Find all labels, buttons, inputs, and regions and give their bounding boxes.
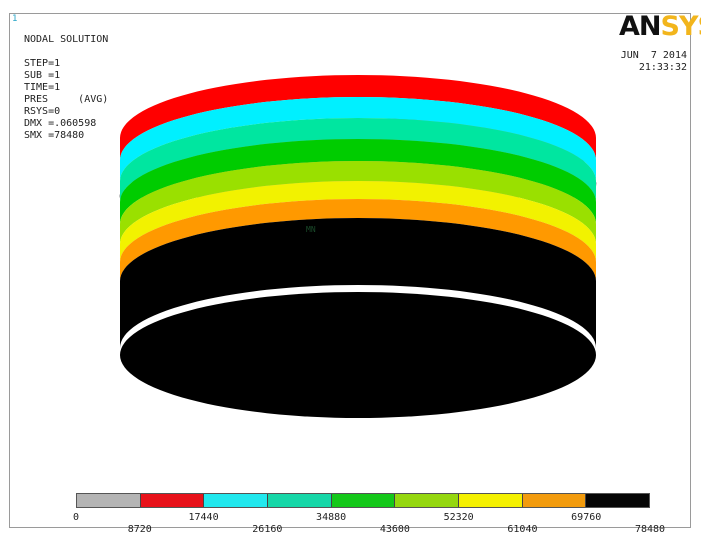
logo-text-tail: SYS <box>660 11 701 42</box>
legend-swatch <box>459 494 523 507</box>
pressure-bands <box>120 75 596 348</box>
ansys-logo: ANSYS <box>619 12 701 42</box>
pressure-band <box>120 97 596 181</box>
logo-text-main: AN <box>619 11 661 42</box>
time-label: 21:33:32 <box>638 62 687 73</box>
legend-value-label: 52320 <box>443 512 474 523</box>
legend-value-label: 78480 <box>634 524 666 535</box>
pressure-band <box>120 181 596 262</box>
time-value: TIME=1 <box>24 82 61 93</box>
legend-swatch <box>586 494 650 507</box>
legend-value-label: 34880 <box>316 512 347 523</box>
legend-value-label: 17440 <box>188 512 219 523</box>
pressure-band <box>120 161 596 244</box>
result-item: PRES (AVG) <box>24 94 109 105</box>
legend-swatch <box>204 494 269 507</box>
min-marker: MN <box>306 225 316 234</box>
legend-value-label: 69760 <box>571 512 602 523</box>
solution-title: NODAL SOLUTION <box>24 34 109 45</box>
legend-value-label: 43600 <box>379 524 410 535</box>
date-label: JUN 7 2014 <box>620 50 687 61</box>
legend-value-label: 61040 <box>507 524 538 535</box>
graphics-window-frame <box>9 13 691 528</box>
model-bottom-face <box>120 292 596 418</box>
pressure-band <box>120 139 596 224</box>
legend-value-label: 26160 <box>252 524 283 535</box>
pressure-band <box>120 118 596 202</box>
pressure-band <box>120 218 596 348</box>
smx-value: SMX =78480 <box>24 130 85 141</box>
legend-value-label: 0 <box>72 512 80 523</box>
timestamp-block: JUN 7 2014 21:33:32 <box>621 50 687 74</box>
contour-legend-bar <box>76 493 650 508</box>
window-number: 1 <box>12 14 18 24</box>
step-value: STEP=1 <box>24 58 61 69</box>
solution-info-block: NODAL SOLUTION STEP=1 SUB =1 TIME=1 PRES… <box>24 34 108 142</box>
dmx-value: DMX =.060598 <box>24 118 97 129</box>
legend-value-label: 8720 <box>127 524 152 535</box>
substep-value: SUB =1 <box>24 70 61 81</box>
legend-swatch <box>268 494 332 507</box>
legend-swatch <box>140 494 205 507</box>
legend-swatch <box>522 494 587 507</box>
pressure-band <box>120 75 596 160</box>
legend-swatch <box>331 494 396 507</box>
pressure-band <box>120 199 596 281</box>
legend-swatch <box>395 494 460 507</box>
legend-swatch <box>77 494 141 507</box>
rsys-value: RSYS=0 <box>24 106 61 117</box>
